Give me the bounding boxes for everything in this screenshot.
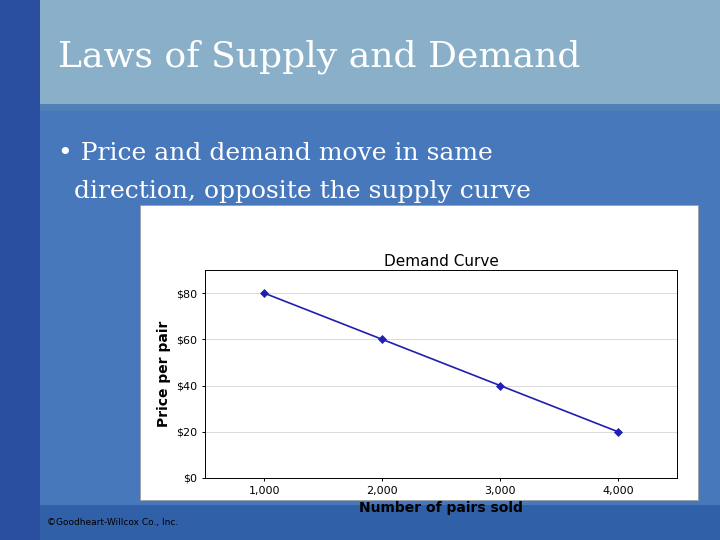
Bar	[0, 0, 40, 540]
Bar	[40, 104, 720, 111]
X-axis label: Number of pairs sold: Number of pairs sold	[359, 501, 523, 515]
Bar	[40, 505, 720, 540]
Text: ©Goodheart-Willcox Co., Inc.: ©Goodheart-Willcox Co., Inc.	[47, 518, 178, 526]
Text: direction, opposite the supply curve: direction, opposite the supply curve	[58, 180, 531, 203]
Text: Laws of Supply and Demand: Laws of Supply and Demand	[58, 39, 580, 74]
Text: • Price and demand move in same: • Price and demand move in same	[58, 143, 492, 165]
Bar	[40, 0, 720, 108]
Bar	[140, 205, 698, 500]
Bar	[40, 111, 720, 540]
Title: Demand Curve: Demand Curve	[384, 254, 498, 269]
Y-axis label: Price per pair: Price per pair	[157, 321, 171, 427]
